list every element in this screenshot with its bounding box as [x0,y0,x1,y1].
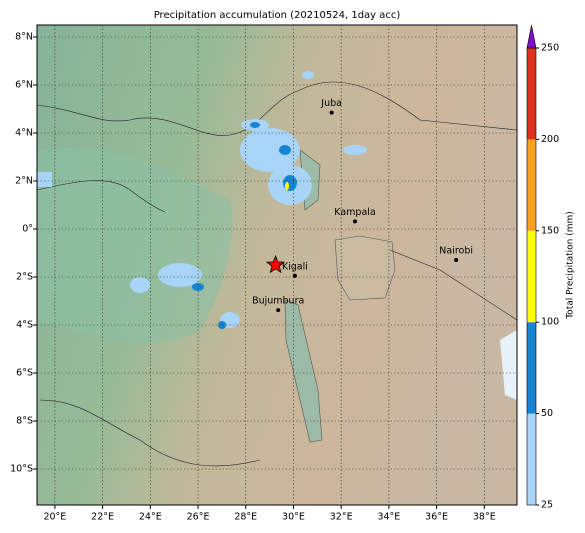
x-tick-label: 24°E [139,512,162,523]
map-title: Precipitation accumulation (20210524, 1d… [154,10,401,21]
y-tick-label: 0° [22,224,33,235]
y-tick-label: 2°N [15,176,33,187]
colorbar-segment [527,322,536,414]
y-tick-label: 10°S [10,464,33,475]
y-tick-label: 6°S [16,368,33,379]
colorbar-tick-label: 250 [541,43,559,54]
y-tick-label: 8°S [16,416,33,427]
colorbar-tick-label: 150 [541,225,559,236]
map-background [37,25,517,505]
y-tick-label: 4°S [16,320,33,331]
colorbar-segment [527,139,536,231]
x-tick-label: 34°E [377,512,400,523]
colorbar-segment [527,413,536,505]
x-tick-label: 38°E [473,512,496,523]
x-tick-label: 26°E [187,512,210,523]
city-label: Juba [320,98,342,109]
colorbar-segment [527,230,536,323]
colorbar-tick-label: 50 [541,408,553,419]
location-marker [265,254,286,274]
colorbar-tick-label: 100 [541,317,559,328]
city-label: Bujumbura [252,296,304,307]
city-dot [276,308,281,313]
colorbar-segment [527,48,536,140]
x-tick-label: 30°E [282,512,305,523]
y-tick-label: 2°S [16,272,33,283]
colorbar-frame [526,47,537,506]
y-tick-label: 8°N [15,32,33,43]
city-label: Kigali [282,261,308,272]
colorbar-label: Total Precipitation (mm) [566,211,576,320]
y-tick-label: 6°N [15,80,33,91]
city-label: Nairobi [439,245,473,256]
x-tick-label: 28°E [234,512,257,523]
x-tick-label: 20°E [43,512,66,523]
city-dot [329,110,334,115]
city-dot [454,257,459,262]
colorbar-tick-label: 200 [541,134,559,145]
plot-frame [36,24,518,506]
x-tick-label: 22°E [91,512,114,523]
city-dot [292,273,297,278]
colorbar-extend [526,24,537,49]
x-tick-label: 32°E [330,512,353,523]
colorbar-tick-label: 25 [541,500,553,511]
city-label: Kampala [334,207,375,218]
city-dot [353,219,358,224]
x-tick-label: 36°E [425,512,448,523]
y-tick-label: 4°N [15,128,33,139]
